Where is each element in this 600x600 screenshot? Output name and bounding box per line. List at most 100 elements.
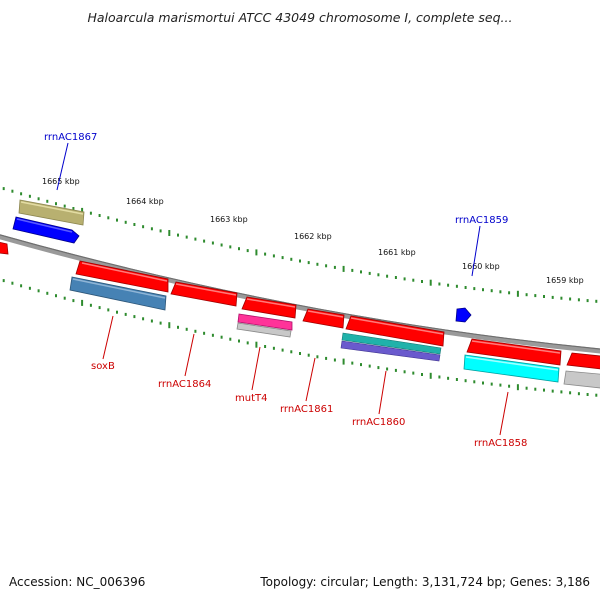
minor-tick [238,247,240,251]
gene-highlight [175,283,237,296]
minor-tick [473,380,476,384]
major-tick [81,207,84,214]
minor-tick [455,284,458,288]
minor-tick [412,371,415,375]
minor-tick [534,294,537,298]
minor-tick [447,283,450,287]
minor-tick [595,393,598,397]
leader-rrnAC1867 [56,142,69,191]
gene-soxB[interactable] [69,276,167,311]
label-rrnAC1867[interactable]: rrnAC1867 [44,132,97,143]
gene-highlight [471,340,561,354]
minor-tick [455,378,458,381]
minor-tick [586,393,589,396]
minor-tick [37,197,40,201]
minor-tick [72,299,75,303]
gene-rrnAC1860-teal[interactable] [341,332,442,355]
scale-label-1660: 1660 kbp [462,262,500,271]
label-soxB[interactable]: soxB [91,361,115,372]
gene-highlight [20,201,84,215]
minor-tick [142,317,145,321]
minor-tick [63,296,66,300]
minor-tick [482,381,484,385]
minor-tick [246,249,249,253]
minor-tick [220,335,223,339]
minor-tick [307,353,310,357]
minor-tick [89,303,92,307]
label-rrnAC1861[interactable]: rrnAC1861 [280,404,333,415]
outer-tick-track [2,187,598,303]
scale-label-1659: 1659 kbp [546,276,584,285]
minor-tick [316,355,319,359]
minor-tick [272,346,275,350]
minor-tick [229,337,232,341]
gene-rrnAC1858[interactable] [463,354,560,383]
minor-tick [203,331,206,335]
minor-tick [577,392,580,396]
minor-tick [203,239,206,243]
gene-partial-right-gray[interactable] [563,370,600,389]
minor-tick [534,387,537,391]
minor-tick [150,227,153,231]
chromosome-backbone-edge [0,234,600,350]
minor-tick [107,216,110,220]
minor-tick [46,199,49,203]
minor-tick [133,315,136,319]
minor-tick [595,299,598,303]
label-leader-lines [56,142,509,436]
gene-rrnAC1859[interactable] [455,307,472,323]
gene-mutT4-gray[interactable] [236,322,292,338]
minor-tick [211,241,214,245]
gene-rrnAC1858-region-red[interactable] [466,338,562,366]
gene-rrnAC1860-slate[interactable] [340,340,441,362]
label-rrnAC1858[interactable]: rrnAC1858 [474,438,527,449]
label-rrnAC1859[interactable]: rrnAC1859 [455,215,508,226]
genome-stats-text: Topology: circular; Length: 3,131,724 bp… [260,575,590,589]
gene-mutT4[interactable] [237,313,293,331]
minor-tick [560,296,563,300]
gene-mutT4-region-red[interactable] [241,296,297,319]
minor-tick [290,350,293,354]
gene-partial-right-red[interactable] [566,352,600,370]
minor-tick [412,278,415,282]
minor-tick [473,287,476,291]
minor-tick [482,288,484,292]
gene-soxB-region-red[interactable] [75,260,169,293]
minor-tick [177,325,179,329]
minor-tick [124,312,127,316]
label-rrnAC1864[interactable]: rrnAC1864 [158,379,211,390]
label-rrnAC1860[interactable]: rrnAC1860 [352,417,405,428]
minor-tick [116,218,118,222]
gene-rrnAC1867[interactable] [12,216,80,244]
minor-tick [464,286,467,289]
major-tick [255,341,258,348]
gene-rrnAC1860[interactable] [345,315,445,347]
major-tick [516,290,519,297]
minor-tick [490,289,493,293]
gene-highlight [246,298,296,308]
minor-tick [299,352,301,355]
gene-rrnAC1867-olive[interactable] [18,199,85,226]
major-tick [516,384,519,391]
gene-highlight [350,317,444,335]
minor-tick [569,297,572,301]
minor-tick [403,277,406,281]
scale-label-1662: 1662 kbp [294,232,332,241]
gene-highlight [16,218,73,233]
scale-label-1665: 1665 kbp [42,177,80,186]
minor-tick [264,252,267,256]
gene-rrnAC1864[interactable] [170,281,238,307]
minor-tick [438,282,441,286]
minor-tick [116,310,118,314]
minor-tick [386,367,389,371]
minor-tick [368,364,371,368]
gene-partial-left[interactable] [0,240,9,255]
minor-tick [325,356,328,360]
minor-tick [560,390,563,394]
gene-rrnAC1861[interactable] [302,308,345,329]
minor-tick [543,388,545,392]
minor-tick [368,271,371,275]
label-mutT4[interactable]: mutT4 [235,393,267,404]
minor-tick [403,370,406,374]
